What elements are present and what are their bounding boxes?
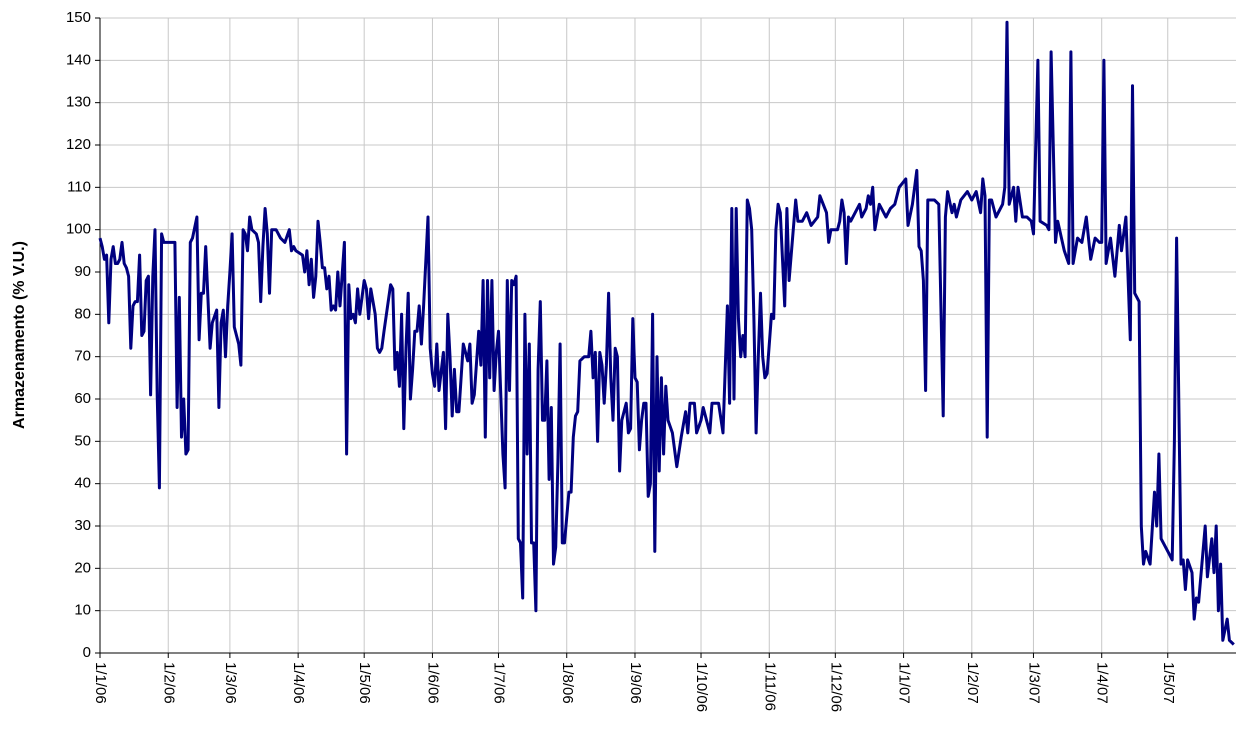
y-tick-label: 40 <box>74 475 91 492</box>
x-tick-label: 1/3/07 <box>1025 662 1042 704</box>
y-tick-label: 80 <box>74 305 91 322</box>
x-tick-label: 1/5/07 <box>1160 662 1177 704</box>
y-tick-label: 110 <box>67 178 91 195</box>
x-tick-label: 1/1/07 <box>896 662 913 704</box>
x-tick-label: 1/2/07 <box>964 662 981 704</box>
y-tick-label: 90 <box>74 263 91 280</box>
y-axis-title: Armazenamento (% V.U.) <box>11 241 28 429</box>
x-tick-label: 1/2/06 <box>160 662 177 704</box>
x-tick-label: 1/4/06 <box>290 662 307 704</box>
x-tick-label: 1/10/06 <box>693 662 710 712</box>
data-line <box>98 20 1235 646</box>
x-tick-label: 1/3/06 <box>222 662 239 704</box>
y-tick-label: 70 <box>74 348 91 365</box>
y-tick-label: 140 <box>66 51 91 68</box>
y-tick-label: 50 <box>74 432 91 449</box>
y-tick-label: 130 <box>66 94 91 111</box>
y-tick-label: 60 <box>74 390 91 407</box>
x-tick-label: 1/9/06 <box>627 662 644 704</box>
x-tick-label: 1/4/07 <box>1094 662 1111 704</box>
x-tick-label: 1/7/06 <box>491 662 508 704</box>
x-tick-label: 1/11/06 <box>761 662 778 711</box>
x-tick-label: 1/6/06 <box>424 662 441 704</box>
x-tick-label: 1/8/06 <box>559 662 576 704</box>
x-tick-label: 1/5/06 <box>356 662 373 704</box>
x-tick-label: 1/1/06 <box>92 662 109 704</box>
y-tick-label: 10 <box>74 602 91 619</box>
y-tick-label: 100 <box>66 221 91 238</box>
y-tick-label: 120 <box>66 136 91 153</box>
y-tick-label: 20 <box>74 559 91 576</box>
y-tick-label: 150 <box>66 9 91 26</box>
y-tick-label: 0 <box>83 644 91 661</box>
y-tick-label: 30 <box>74 517 91 534</box>
x-tick-label: 1/12/06 <box>827 662 844 712</box>
